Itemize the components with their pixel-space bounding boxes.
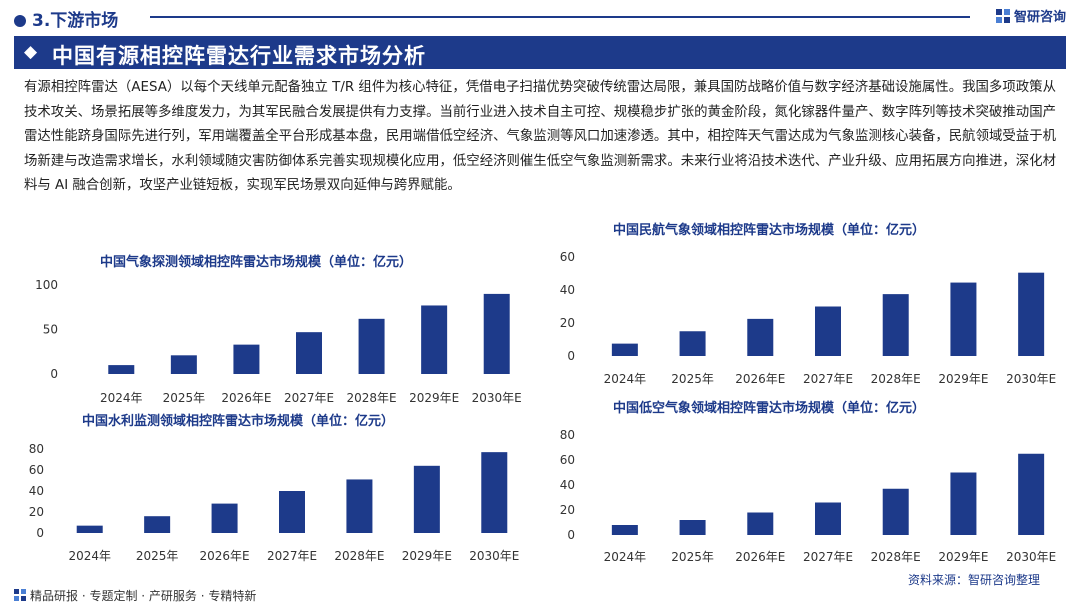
x-category-label: 2027年E xyxy=(267,549,317,563)
y-tick-label: 0 xyxy=(50,367,58,381)
bar xyxy=(882,488,909,535)
bar xyxy=(679,331,706,356)
x-category-label: 2025年 xyxy=(136,549,179,563)
x-category-label: 2026年E xyxy=(221,391,271,405)
bar xyxy=(279,491,305,533)
bar xyxy=(1018,453,1045,535)
brand-logo-icon xyxy=(995,9,1010,23)
y-tick-label: 0 xyxy=(36,526,44,540)
bar xyxy=(815,306,841,356)
x-category-label: 2027年E xyxy=(284,391,334,405)
bar xyxy=(358,318,385,374)
x-category-label: 2029年E xyxy=(938,550,988,564)
bar xyxy=(950,472,977,535)
y-tick-label: 60 xyxy=(29,463,44,477)
bar xyxy=(747,318,774,356)
x-category-label: 2030年E xyxy=(472,391,522,405)
bar xyxy=(413,465,440,533)
bar xyxy=(882,294,909,356)
x-category-label: 2024年 xyxy=(604,550,647,564)
y-tick-label: 80 xyxy=(560,428,575,442)
x-category-label: 2030年E xyxy=(1006,372,1056,386)
top-bar: 3.下游市场 智研咨询 xyxy=(0,0,1080,34)
x-category-label: 2028年E xyxy=(347,391,397,405)
x-category-label: 2027年E xyxy=(803,372,853,386)
chart-water-monitoring: 中国水利监测领域相控阵雷达市场规模（单位：亿元） 0 20 40 60 80 2024年 20… xyxy=(29,413,520,563)
bar xyxy=(108,365,135,374)
bar xyxy=(950,282,977,356)
chart-title: 中国民航气象领域相控阵雷达市场规模（单位：亿元） xyxy=(613,222,925,238)
chart-title: 中国水利监测领域相控阵雷达市场规模（单位：亿元） xyxy=(82,413,394,429)
x-category-label: 2030年E xyxy=(469,549,519,563)
x-category-label: 2026年E xyxy=(735,550,785,564)
page-title-bar: ◆ 中国有源相控阵雷达行业需求市场分析 xyxy=(14,36,1066,69)
bullet-icon xyxy=(14,15,26,27)
bar xyxy=(233,344,260,374)
x-category-label: 2027年E xyxy=(803,550,853,564)
bar xyxy=(611,343,638,356)
header-divider xyxy=(150,16,970,18)
chart-civil-aviation: 中国民航气象领域相控阵雷达市场规模（单位：亿元） 0 20 40 60 2024年 2025… xyxy=(560,222,1056,386)
section-label: 3.下游市场 xyxy=(14,6,118,31)
x-category-label: 2024年 xyxy=(100,391,143,405)
x-category-label: 2024年 xyxy=(68,549,111,563)
footer-logo-icon xyxy=(14,589,26,601)
x-category-label: 2025年 xyxy=(163,391,206,405)
section-label-text: 3.下游市场 xyxy=(32,11,119,31)
x-category-label: 2028年E xyxy=(334,549,384,563)
y-tick-label: 60 xyxy=(560,453,575,467)
y-tick-label: 40 xyxy=(29,484,44,498)
bar xyxy=(483,293,510,374)
x-category-label: 2028年E xyxy=(871,372,921,386)
intro-paragraph: 有源相控阵雷达（AESA）以每个天线单元配备独立 T/R 组件为核心特征，凭借电… xyxy=(24,80,1056,193)
x-category-label: 2024年 xyxy=(604,372,647,386)
y-tick-label: 100 xyxy=(35,278,58,292)
x-category-label: 2030年E xyxy=(1006,550,1056,564)
bar xyxy=(211,503,238,533)
bar xyxy=(170,355,197,374)
footer-bar: 精品研报 · 专题定制 · 产研服务 · 专精特新 xyxy=(14,587,256,604)
x-category-label: 2026年E xyxy=(200,549,250,563)
y-tick-label: 20 xyxy=(560,316,575,330)
chart-weather-detection: 中国气象探测领域相控阵雷达市场规模（单位：亿元） 0 50 100 2024年 2025年… xyxy=(35,254,522,405)
bar xyxy=(679,520,706,535)
bar xyxy=(76,525,103,533)
double-arrow-icon: ◆ xyxy=(24,42,38,62)
x-category-label: 2025年 xyxy=(671,550,714,564)
y-tick-label: 0 xyxy=(567,349,575,363)
bar xyxy=(296,332,322,374)
x-category-label: 2029年E xyxy=(409,391,459,405)
y-tick-label: 80 xyxy=(29,442,44,456)
brand-logo[interactable]: 智研咨询 xyxy=(995,6,1066,25)
bar xyxy=(481,452,508,533)
x-category-label: 2028年E xyxy=(871,550,921,564)
bar xyxy=(421,305,448,374)
chart-title: 中国气象探测领域相控阵雷达市场规模（单位：亿元） xyxy=(100,254,412,270)
y-tick-label: 40 xyxy=(560,478,575,492)
chart-low-altitude: 中国低空气象领域相控阵雷达市场规模（单位：亿元） 0 20 40 60 80 2024年 20… xyxy=(560,400,1056,564)
page-title: 中国有源相控阵雷达行业需求市场分析 xyxy=(52,44,426,68)
bar xyxy=(611,525,638,535)
x-category-label: 2026年E xyxy=(735,372,785,386)
bar xyxy=(144,516,171,533)
source-note: 资料来源：智研咨询整理 xyxy=(907,573,1040,587)
brand-name: 智研咨询 xyxy=(1013,10,1066,25)
footer-text: 精品研报 · 专题定制 · 产研服务 · 专精特新 xyxy=(30,589,257,603)
x-category-label: 2029年E xyxy=(402,549,452,563)
bar xyxy=(815,502,841,535)
bar xyxy=(346,479,373,533)
y-tick-label: 50 xyxy=(43,323,58,337)
y-tick-label: 60 xyxy=(560,250,575,264)
chart-title: 中国低空气象领域相控阵雷达市场规模（单位：亿元） xyxy=(613,400,925,416)
x-category-label: 2025年 xyxy=(671,372,714,386)
y-tick-label: 0 xyxy=(567,528,575,542)
bar xyxy=(747,512,774,535)
x-category-label: 2029年E xyxy=(938,372,988,386)
y-tick-label: 20 xyxy=(29,505,44,519)
y-tick-label: 40 xyxy=(560,283,575,297)
bar xyxy=(1018,272,1045,356)
y-tick-label: 20 xyxy=(560,503,575,517)
